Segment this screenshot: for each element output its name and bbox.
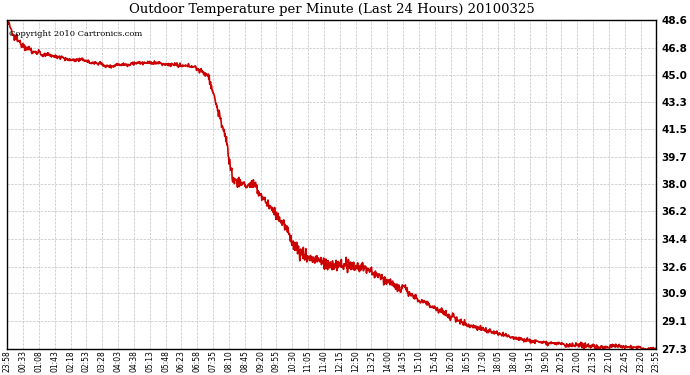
- Title: Outdoor Temperature per Minute (Last 24 Hours) 20100325: Outdoor Temperature per Minute (Last 24 …: [129, 3, 535, 16]
- Text: Copyright 2010 Cartronics.com: Copyright 2010 Cartronics.com: [9, 30, 142, 38]
